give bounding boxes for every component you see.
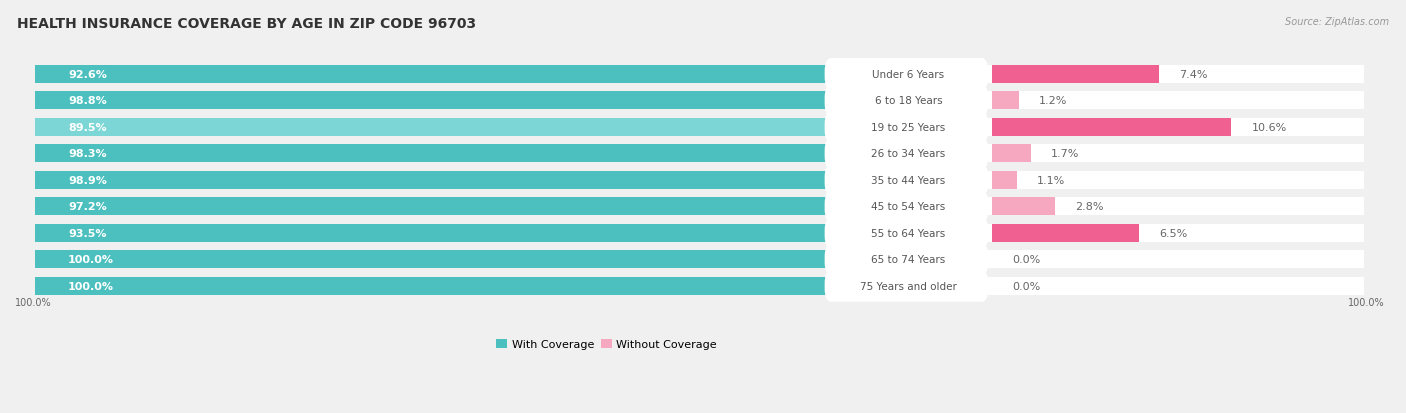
Text: 2.8%: 2.8% xyxy=(1076,202,1104,212)
Text: 1.1%: 1.1% xyxy=(1038,176,1066,185)
Text: 26 to 34 Years: 26 to 34 Years xyxy=(872,149,945,159)
Legend: With Coverage, Without Coverage: With Coverage, Without Coverage xyxy=(492,335,721,354)
FancyBboxPatch shape xyxy=(825,85,988,117)
Text: 45 to 54 Years: 45 to 54 Years xyxy=(872,202,945,212)
Text: 65 to 74 Years: 65 to 74 Years xyxy=(872,255,945,265)
Bar xyxy=(993,92,1019,110)
Text: 7.4%: 7.4% xyxy=(1180,70,1208,80)
Text: 93.5%: 93.5% xyxy=(67,228,107,238)
Text: Source: ZipAtlas.com: Source: ZipAtlas.com xyxy=(1285,17,1389,26)
Text: HEALTH INSURANCE COVERAGE BY AGE IN ZIP CODE 96703: HEALTH INSURANCE COVERAGE BY AGE IN ZIP … xyxy=(17,17,477,31)
Text: 100.0%: 100.0% xyxy=(67,255,114,265)
Bar xyxy=(993,66,1159,84)
Text: 6.5%: 6.5% xyxy=(1159,228,1187,238)
Text: 1.7%: 1.7% xyxy=(1050,149,1078,159)
Bar xyxy=(35,198,1364,216)
Text: 98.3%: 98.3% xyxy=(67,149,107,159)
FancyBboxPatch shape xyxy=(825,244,988,275)
Bar xyxy=(993,145,1031,163)
Bar xyxy=(35,224,832,242)
FancyBboxPatch shape xyxy=(825,112,988,143)
Bar xyxy=(35,171,1364,190)
Bar xyxy=(35,66,1364,84)
Text: 98.9%: 98.9% xyxy=(67,176,107,185)
FancyBboxPatch shape xyxy=(825,218,988,249)
Text: 6 to 18 Years: 6 to 18 Years xyxy=(875,96,942,106)
Bar xyxy=(35,277,832,295)
Bar xyxy=(35,119,832,137)
Text: 100.0%: 100.0% xyxy=(15,298,52,308)
Bar xyxy=(993,224,1139,242)
Text: 100.0%: 100.0% xyxy=(67,281,114,291)
Bar xyxy=(35,92,832,110)
Bar xyxy=(35,251,832,269)
Bar xyxy=(993,171,1017,190)
Bar xyxy=(35,277,1364,295)
Text: 92.6%: 92.6% xyxy=(67,70,107,80)
Text: Under 6 Years: Under 6 Years xyxy=(872,70,945,80)
Text: 55 to 64 Years: 55 to 64 Years xyxy=(872,228,945,238)
Bar xyxy=(35,251,1364,269)
Bar xyxy=(35,92,1364,110)
Text: 35 to 44 Years: 35 to 44 Years xyxy=(872,176,945,185)
Text: 98.8%: 98.8% xyxy=(67,96,107,106)
Text: 100.0%: 100.0% xyxy=(1348,298,1385,308)
Bar xyxy=(35,119,1364,137)
Bar xyxy=(35,171,832,190)
FancyBboxPatch shape xyxy=(825,271,988,302)
Text: 0.0%: 0.0% xyxy=(1012,255,1040,265)
FancyBboxPatch shape xyxy=(825,138,988,170)
Text: 19 to 25 Years: 19 to 25 Years xyxy=(872,123,945,133)
Bar xyxy=(993,198,1056,216)
Bar xyxy=(35,145,1364,163)
Bar xyxy=(35,198,832,216)
Bar xyxy=(35,66,832,84)
Bar xyxy=(35,145,832,163)
FancyBboxPatch shape xyxy=(825,165,988,196)
Bar xyxy=(35,224,1364,242)
Text: 10.6%: 10.6% xyxy=(1251,123,1286,133)
Bar xyxy=(993,119,1232,137)
Text: 0.0%: 0.0% xyxy=(1012,281,1040,291)
FancyBboxPatch shape xyxy=(825,59,988,90)
Text: 97.2%: 97.2% xyxy=(67,202,107,212)
Text: 89.5%: 89.5% xyxy=(67,123,107,133)
Text: 1.2%: 1.2% xyxy=(1039,96,1067,106)
FancyBboxPatch shape xyxy=(825,191,988,223)
Text: 75 Years and older: 75 Years and older xyxy=(860,281,957,291)
